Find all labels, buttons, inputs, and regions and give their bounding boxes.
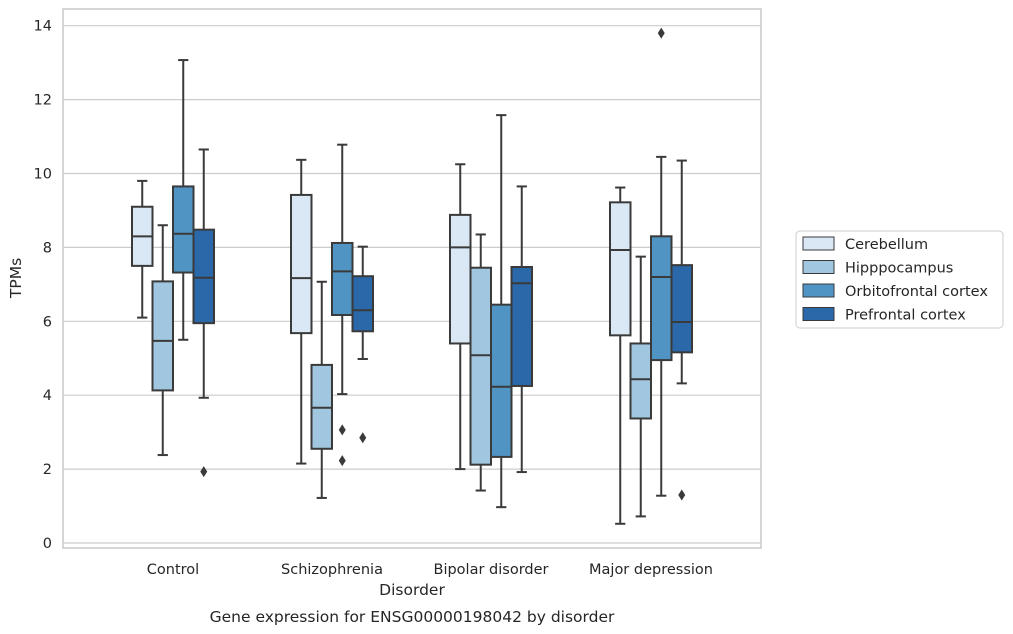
y-tick-label: 12 <box>34 93 52 109</box>
outlier-point <box>678 489 686 501</box>
box-body <box>650 235 673 362</box>
x-axis-label: Disorder <box>379 581 445 599</box>
box-3-0 <box>192 148 215 478</box>
box-1-0 <box>151 224 174 457</box>
legend-label: Prefrontal cortex <box>845 308 966 324</box>
legend-label: Hipppocampus <box>845 261 953 277</box>
box-2-1 <box>331 143 354 467</box>
legend-swatch <box>802 307 835 321</box>
outlier-point <box>338 455 346 467</box>
box-body <box>670 264 693 354</box>
box-body <box>449 213 472 345</box>
box-0-1 <box>290 158 313 465</box>
box-body <box>290 193 313 335</box>
box-1-3 <box>629 255 652 518</box>
outlier-point <box>200 466 208 478</box>
box-1-2 <box>469 233 492 492</box>
box-3-1 <box>351 245 374 444</box>
box-1-1 <box>310 280 333 499</box>
y-axis-label: TPMs <box>7 258 25 299</box>
outlier-point <box>359 432 367 444</box>
x-tick-label: Control <box>147 562 199 578</box>
y-tick-label: 0 <box>43 536 52 552</box>
box-2-0 <box>172 59 195 341</box>
legend-swatch <box>802 260 835 274</box>
x-tick-label: Schizophrenia <box>281 562 383 578</box>
boxes <box>131 27 693 525</box>
y-tick-label: 14 <box>34 19 52 35</box>
y-axis-ticks: 0 2 4 6 8 10 12 14 <box>34 19 52 552</box>
outlier-point <box>657 27 665 39</box>
plot-area-frame <box>62 8 762 549</box>
x-axis-ticks: Control Schizophrenia Bipolar disorder Majo… <box>147 562 713 578</box>
y-tick-label: 2 <box>43 462 52 478</box>
legend-label: Cerebellum <box>845 237 928 253</box>
box-2-3 <box>650 27 673 497</box>
box-3-3 <box>670 159 693 501</box>
box-body <box>192 228 215 325</box>
x-tick-label: Bipolar disorder <box>434 562 549 578</box>
box-body <box>331 241 354 317</box>
y-tick-label: 4 <box>43 388 52 404</box>
legend-swatch <box>802 283 835 298</box>
box-body <box>510 265 533 387</box>
legend-label: Orbitofrontal cortex <box>845 284 988 300</box>
box-0-0 <box>131 179 154 319</box>
outlier-point <box>338 424 346 436</box>
y-tick-label: 8 <box>43 240 52 256</box>
box-3-2 <box>510 185 533 474</box>
legend-swatch <box>802 236 835 251</box>
box-body <box>151 280 174 392</box>
box-0-2 <box>449 163 472 471</box>
chart-caption: Gene expression for ENSG00000198042 by d… <box>210 608 615 626</box>
box-body <box>351 275 374 333</box>
legend: Cerebellum Hipppocampus Orbitofrontal cort… <box>795 230 1004 329</box>
box-body <box>172 185 195 274</box>
box-body <box>609 201 632 337</box>
box-body <box>629 342 652 420</box>
box-body <box>469 266 492 466</box>
box-0-3 <box>609 186 632 525</box>
x-tick-label: Major depression <box>589 562 713 578</box>
legend-frame <box>795 230 1004 329</box>
y-tick-label: 10 <box>34 167 52 183</box>
y-tick-label: 6 <box>43 314 52 330</box>
box-body <box>490 303 513 458</box>
